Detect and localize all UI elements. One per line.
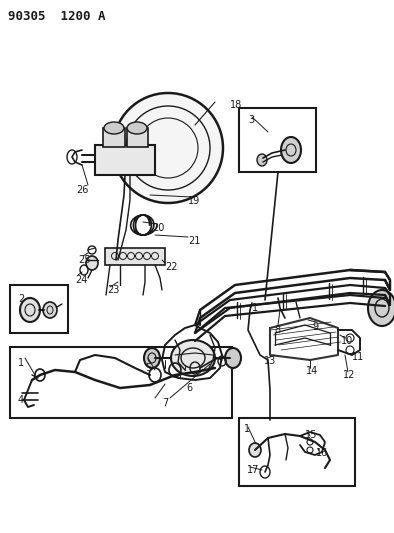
Text: 15: 15 [305,430,318,440]
Text: 1: 1 [18,358,24,368]
Ellipse shape [20,298,40,322]
Text: 18: 18 [230,100,242,110]
Text: 16: 16 [316,448,328,458]
Ellipse shape [104,122,124,134]
Text: 26: 26 [76,185,88,195]
Text: 21: 21 [188,236,201,246]
Text: 24: 24 [75,275,87,285]
Ellipse shape [144,348,160,368]
Text: 3: 3 [248,115,254,125]
Ellipse shape [171,340,215,376]
Text: 10: 10 [341,336,353,346]
Text: 4: 4 [18,395,24,405]
Text: 12: 12 [343,370,355,380]
Ellipse shape [249,443,261,457]
Ellipse shape [127,122,147,134]
Text: 5: 5 [145,363,151,373]
Text: 13: 13 [264,356,276,366]
Text: 9: 9 [312,322,318,332]
Text: 14: 14 [306,366,318,376]
Text: 6: 6 [186,383,192,393]
Text: 2: 2 [18,294,24,304]
Bar [105,248,165,265]
Ellipse shape [113,93,223,203]
Bar [95,145,155,175]
Bar [239,108,316,172]
Bar [239,418,355,486]
Text: 19: 19 [188,196,200,206]
Ellipse shape [225,348,241,368]
Text: 17: 17 [247,465,259,475]
Text: 20: 20 [152,223,164,233]
Bar [127,128,148,147]
Ellipse shape [86,256,98,270]
Ellipse shape [43,302,57,318]
Text: 7: 7 [162,398,168,408]
Ellipse shape [281,137,301,163]
Text: 1: 1 [244,424,250,434]
Text: 22: 22 [165,262,178,272]
Text: 11: 11 [352,352,364,362]
Ellipse shape [257,154,267,166]
Bar [103,128,125,147]
Text: 25: 25 [78,255,91,265]
Text: 90305  1200 A: 90305 1200 A [8,10,106,23]
Text: 1: 1 [252,303,258,313]
Text: 23: 23 [107,285,119,295]
Bar [10,285,68,333]
Ellipse shape [368,290,394,326]
Text: 8: 8 [274,325,280,335]
Bar [10,347,232,418]
